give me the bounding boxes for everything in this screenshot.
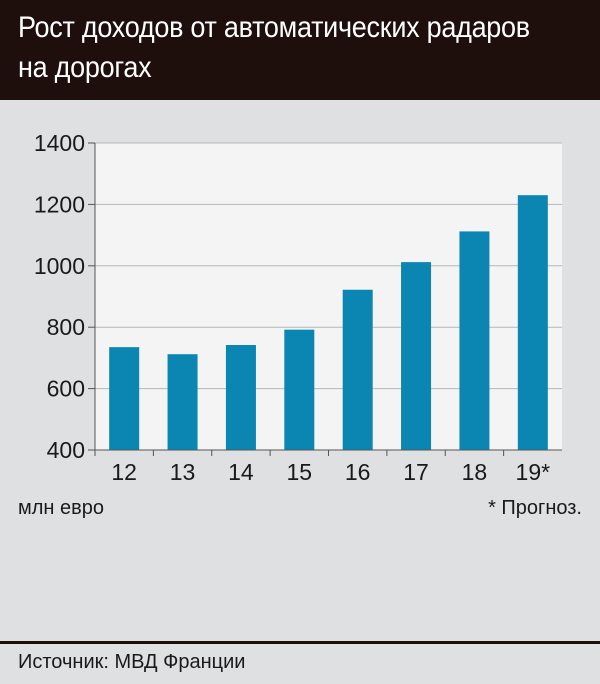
x-tick-label: 15 bbox=[287, 459, 313, 485]
x-tick-labels: 12 13 14 15 16 17 18 19* bbox=[94, 450, 551, 485]
bar-13 bbox=[167, 354, 198, 450]
bar-15 bbox=[284, 329, 315, 450]
gridlines bbox=[88, 142, 562, 451]
chart-title: Рост доходов от автоматических радаров на… bbox=[18, 11, 530, 84]
x-tick-label: 13 bbox=[170, 459, 196, 485]
x-tick-label: 17 bbox=[403, 459, 429, 485]
bars bbox=[109, 195, 548, 450]
bar-19 bbox=[517, 195, 548, 450]
footer-divider bbox=[0, 641, 600, 644]
axes bbox=[94, 143, 562, 451]
y-tick-labels: 1400 1200 1000 800 600 400 bbox=[34, 130, 85, 463]
y-tick-label: 1400 bbox=[34, 130, 85, 156]
source-label: Источник: МВД Франции bbox=[18, 651, 246, 673]
forecast-note: * Прогноз. bbox=[488, 497, 582, 519]
y-tick-label: 800 bbox=[47, 314, 85, 340]
bar-12 bbox=[109, 347, 140, 450]
y-tick-label: 1000 bbox=[34, 253, 85, 279]
bar-17 bbox=[401, 262, 432, 450]
x-tick-label: 12 bbox=[111, 459, 137, 485]
y-tick-label: 600 bbox=[47, 376, 85, 402]
bar-18 bbox=[459, 231, 490, 450]
x-tick-label: 19* bbox=[516, 459, 551, 485]
bar-14 bbox=[225, 345, 256, 450]
x-tick-label: 18 bbox=[462, 459, 488, 485]
x-tick-label: 14 bbox=[228, 459, 254, 485]
x-tick-label: 16 bbox=[345, 459, 371, 485]
header-bar: Рост доходов от автоматических радаров на… bbox=[0, 0, 600, 100]
unit-label: млн евро bbox=[18, 497, 105, 519]
bar-16 bbox=[342, 289, 373, 450]
y-tick-label: 1200 bbox=[34, 191, 85, 217]
y-tick-label: 400 bbox=[47, 437, 85, 463]
